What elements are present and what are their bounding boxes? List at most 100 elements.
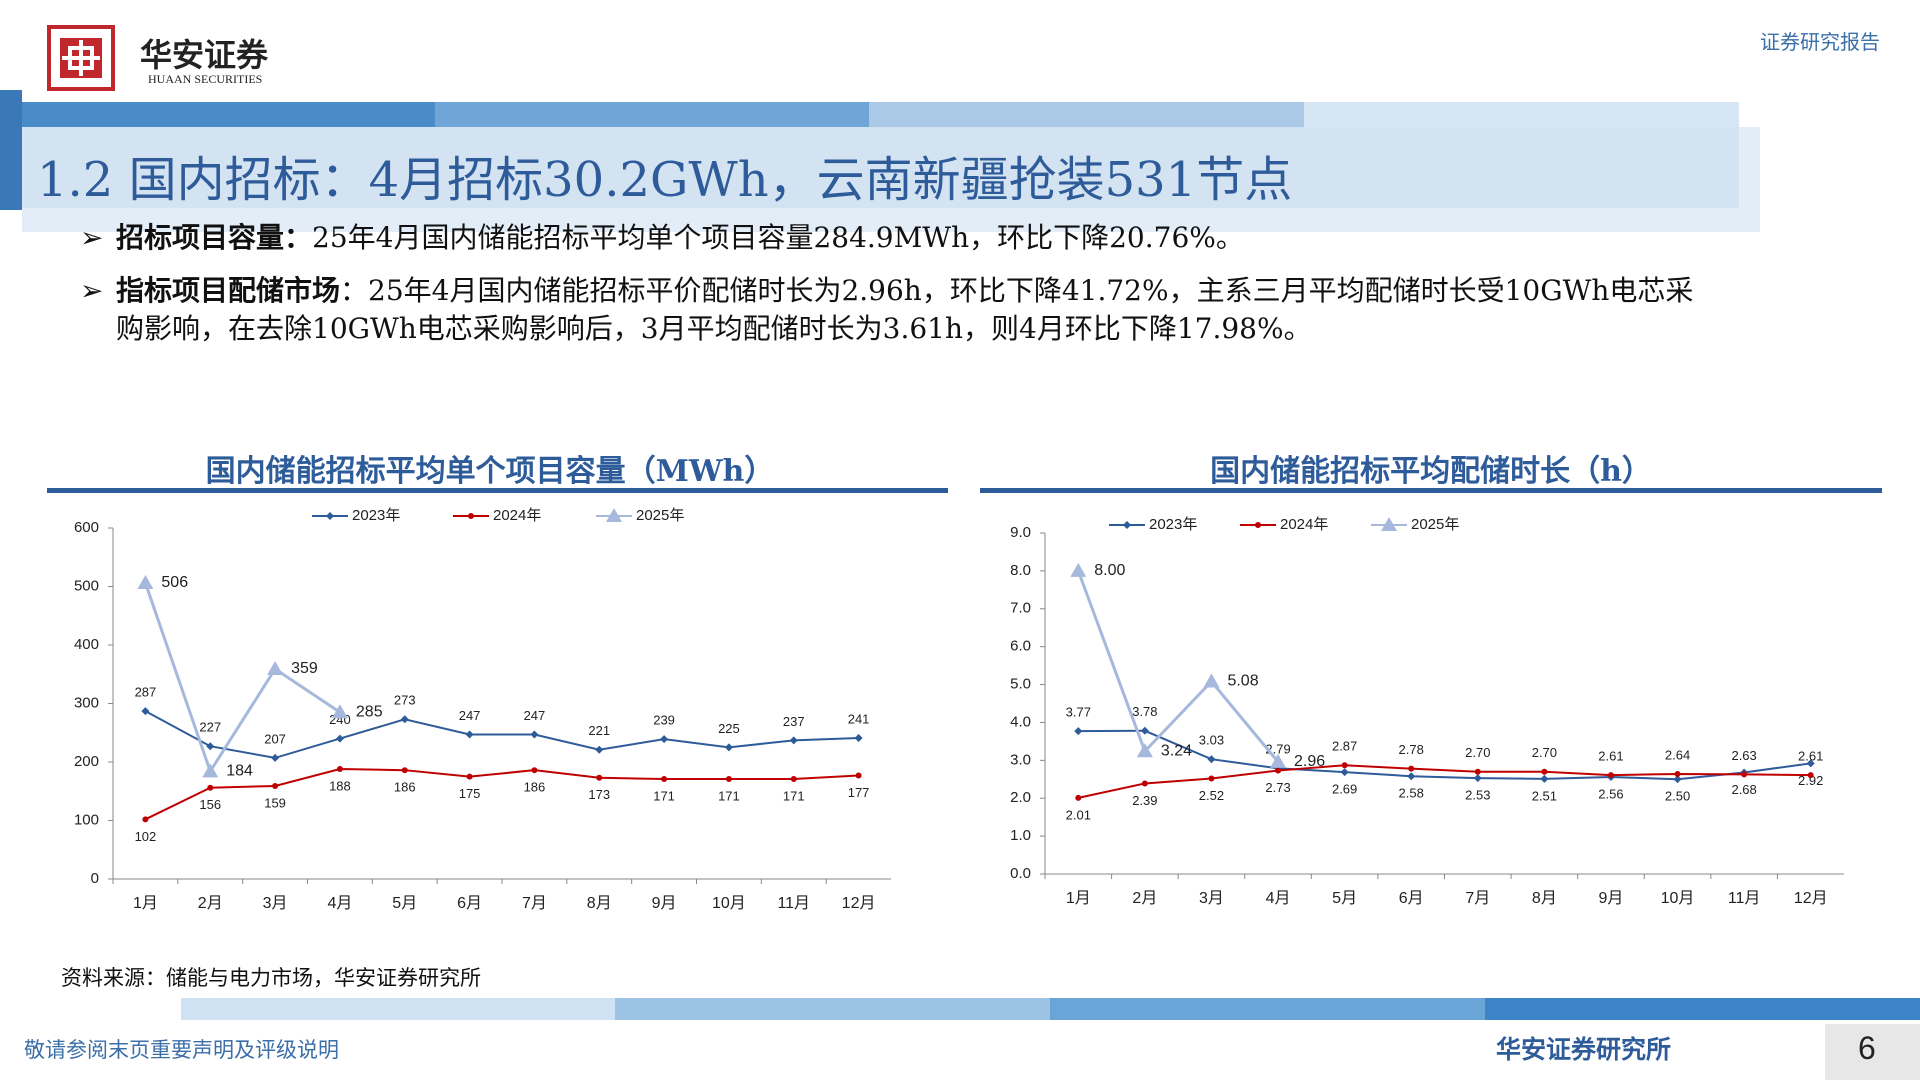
y-tick-label: 500 [74, 577, 99, 594]
data-label: 2.39 [1132, 793, 1157, 808]
y-tick-label: 4.0 [1010, 713, 1031, 730]
data-point [1074, 727, 1083, 736]
data-label: 2.53 [1465, 788, 1490, 803]
data-point [206, 742, 215, 751]
data-label: 5.08 [1227, 673, 1258, 690]
data-label: 2.69 [1332, 782, 1357, 797]
band [435, 102, 869, 127]
slide-title: 1.2 国内招标：4月招标30.2GWh，云南新疆抢装531节点 [37, 152, 1293, 208]
data-point [335, 734, 344, 743]
chart-divider [47, 488, 948, 493]
x-tick-label: 3月 [263, 895, 288, 912]
data-label: 247 [459, 708, 481, 723]
data-point [271, 753, 280, 762]
chart-title: 国内储能招标平均配储时长（h） [1210, 454, 1652, 489]
source-note: 资料来源：储能与电力市场，华安证券研究所 [61, 966, 481, 990]
legend-marker [326, 512, 334, 520]
bullet-label: 招标项目容量： [116, 221, 313, 254]
data-point [466, 773, 473, 780]
data-point [855, 772, 862, 779]
x-tick-label: 3月 [1199, 890, 1224, 907]
data-label: 359 [291, 660, 318, 677]
data-point [1207, 755, 1216, 764]
data-point [1140, 726, 1149, 735]
bullet-arrow: ➢ [80, 274, 104, 307]
series-line [144, 768, 859, 821]
data-label: 2.87 [1332, 739, 1357, 754]
data-point [531, 767, 538, 774]
legend-label: 2023年 [1149, 516, 1197, 533]
data-point [1203, 673, 1220, 688]
data-point [142, 816, 149, 823]
data-label: 156 [199, 797, 221, 812]
data-point [465, 730, 474, 739]
data-point [141, 707, 150, 716]
data-point [1474, 768, 1481, 775]
data-point [1540, 774, 1549, 783]
legend-label: 2023年 [352, 507, 400, 524]
data-point [661, 775, 668, 782]
data-point [530, 730, 539, 739]
data-label: 159 [264, 795, 286, 810]
x-tick-label: 7月 [1465, 890, 1490, 907]
data-label: 287 [135, 685, 157, 700]
data-point [725, 775, 732, 782]
data-label: 171 [783, 788, 805, 803]
data-label: 2.52 [1199, 788, 1224, 803]
y-tick-label: 100 [74, 811, 99, 828]
x-tick-label: 8月 [1532, 890, 1557, 907]
bullet-text: 25年4月国内储能招标平均单个项目容量284.9MWh，环比下降20.76%。 [312, 221, 1244, 254]
x-tick-label: 9月 [1599, 890, 1624, 907]
data-label: 3.77 [1066, 705, 1091, 720]
x-tick-label: 11月 [777, 895, 810, 912]
logo-cn: 华安证券 [140, 36, 269, 74]
data-label: 285 [356, 703, 383, 720]
data-label: 239 [653, 713, 675, 728]
data-label: 186 [394, 780, 416, 795]
legend-label: 2025年 [1411, 516, 1459, 533]
series-line [1078, 764, 1811, 799]
data-label: 2.73 [1265, 780, 1290, 795]
y-tick-label: 0 [91, 870, 99, 887]
y-tick-label: 200 [74, 753, 99, 770]
data-point [1208, 775, 1215, 782]
y-tick-label: 7.0 [1010, 600, 1031, 617]
data-label: 186 [524, 780, 546, 795]
footer-band [1050, 998, 1485, 1020]
data-label: 2.78 [1399, 742, 1424, 757]
data-label: 8.00 [1094, 562, 1125, 579]
y-tick-label: 6.0 [1010, 638, 1031, 655]
page-box [1825, 1024, 1920, 1080]
legend-marker [1123, 521, 1131, 529]
data-point [137, 574, 154, 589]
data-point [1473, 774, 1482, 783]
x-tick-label: 6月 [457, 895, 482, 912]
data-label: 2.70 [1532, 745, 1557, 760]
x-tick-label: 2月 [1132, 890, 1157, 907]
data-point [1141, 780, 1148, 787]
logo-en: HUAAN SECURITIES [148, 72, 263, 86]
data-label: 2.56 [1598, 786, 1623, 801]
data-point [331, 704, 348, 719]
y-tick-label: 3.0 [1010, 751, 1031, 768]
data-label: 207 [264, 731, 286, 746]
logo-pattern [62, 40, 100, 76]
y-tick-label: 8.0 [1010, 562, 1031, 579]
band [1304, 102, 1739, 127]
x-tick-label: 5月 [1332, 890, 1357, 907]
data-label: 184 [226, 763, 253, 780]
x-tick-label: 11月 [1728, 890, 1761, 907]
data-label: 2.96 [1294, 753, 1325, 770]
data-point [1807, 772, 1814, 779]
data-point [1674, 770, 1681, 777]
y-tick-label: 300 [74, 694, 99, 711]
x-tick-label: 10月 [1661, 890, 1695, 907]
series-line [1076, 570, 1280, 763]
data-label: 221 [588, 723, 610, 738]
band [22, 102, 435, 127]
series-line [1078, 729, 1811, 781]
x-tick-label: 9月 [652, 895, 677, 912]
institute: 华安证券研究所 [1496, 1035, 1672, 1064]
data-label: 227 [199, 720, 221, 735]
data-point [401, 767, 408, 774]
